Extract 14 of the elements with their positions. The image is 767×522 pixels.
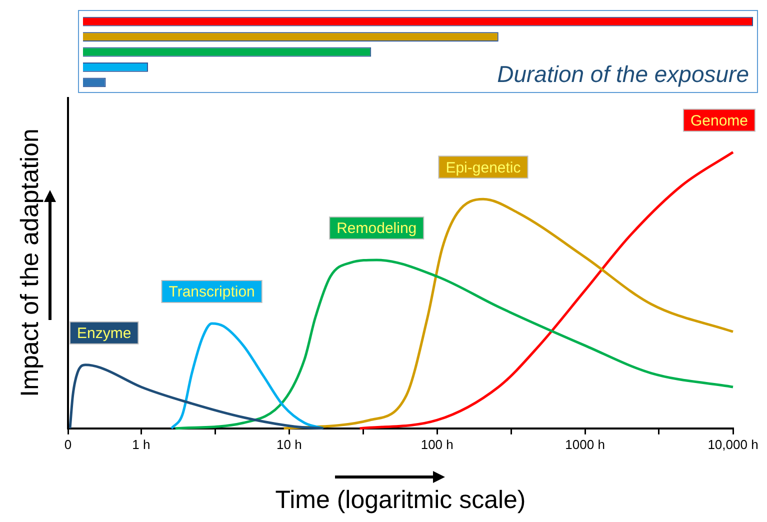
annotation: Duration of the exposure [497, 61, 749, 87]
x-tick-label: 1 h [132, 436, 150, 452]
series-label: Remodeling [336, 220, 417, 238]
x-tick-label: 0 [64, 436, 72, 452]
x-tick-label: 100 h [420, 436, 454, 452]
series-label: Genome [690, 112, 748, 130]
y-axis-title: Impact of the adaptation [16, 128, 44, 397]
x-tick-label: 10,000 h [708, 436, 758, 452]
text: Transcription [168, 284, 255, 301]
text: Epi-genetic [446, 159, 522, 176]
x-tick-label: 1000 h [565, 436, 605, 452]
series-label: Enzyme [77, 325, 132, 342]
x-tick-label: 10 h [276, 436, 302, 452]
x-axis-title: Time (logaritmic scale) [275, 486, 526, 514]
